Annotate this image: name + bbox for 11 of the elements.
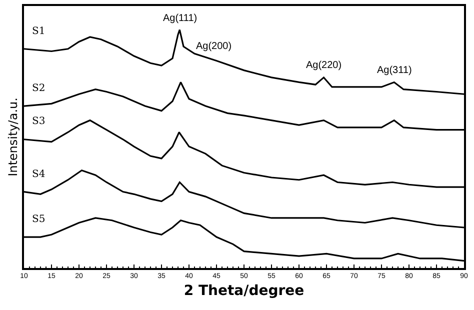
annotation: Ag(311) xyxy=(377,65,412,76)
series-label: S2 xyxy=(32,83,46,94)
y-axis-title: Intensity/a.u. xyxy=(6,98,20,176)
series-label: S3 xyxy=(32,116,46,127)
annotation: Ag(111) xyxy=(163,13,198,24)
series-label: S1 xyxy=(32,26,46,37)
series-label: S5 xyxy=(32,214,46,225)
series-label: S4 xyxy=(32,169,46,180)
x-axis-title: 2 Theta/degree xyxy=(184,282,304,299)
annotation: Ag(220) xyxy=(306,60,342,71)
annotation: Ag(200) xyxy=(196,41,232,52)
